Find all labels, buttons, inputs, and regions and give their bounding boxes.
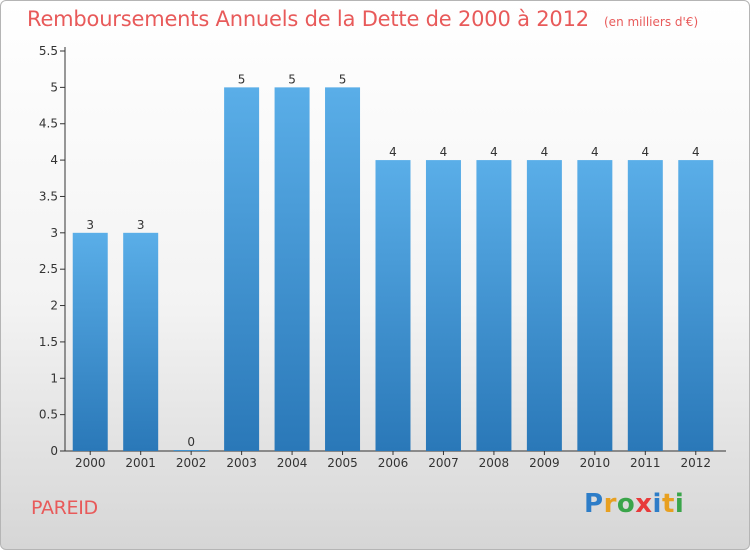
bar-2003[interactable]	[224, 87, 260, 451]
bar-2004[interactable]	[274, 87, 310, 451]
bar-2012[interactable]	[678, 160, 714, 451]
bar-2005[interactable]	[325, 87, 361, 451]
bar-value-label: 0	[187, 435, 195, 449]
y-axis: 0 0.5 1 1.5 2 2.5 3 3.5 4 4.5 5 5.5	[39, 44, 66, 458]
bar-2000[interactable]	[72, 232, 108, 451]
bar-2011[interactable]	[627, 160, 663, 451]
bar-2001[interactable]	[123, 232, 159, 451]
bar-value-label: 4	[440, 145, 448, 159]
y-tick-label: 3	[50, 226, 58, 240]
bar-value-label: 4	[641, 145, 649, 159]
bar-2009[interactable]	[526, 160, 562, 451]
logo-letter: i	[652, 489, 662, 519]
y-tick-label: 2	[50, 299, 58, 313]
x-tick-label: 2005	[327, 456, 358, 470]
bar-value-label: 4	[692, 145, 700, 159]
bar-2007[interactable]	[425, 160, 461, 451]
x-tick-label: 2004	[277, 456, 308, 470]
x-tick-label: 2012	[680, 456, 711, 470]
logo-letter: P	[584, 489, 604, 519]
y-tick-label: 4	[50, 153, 58, 167]
y-tick-label: 0.5	[39, 408, 58, 422]
bar-2002[interactable]	[173, 450, 209, 451]
title-row: Remboursements Annuels de la Dette de 20…	[27, 7, 698, 31]
logo-letter: i	[674, 489, 685, 519]
x-tick-label: 2002	[176, 456, 207, 470]
logo-letter: r	[603, 489, 617, 519]
y-tick-label: 1	[50, 371, 58, 385]
logo-letter: o	[616, 489, 636, 519]
bar-2006[interactable]	[375, 160, 411, 451]
y-tick-label: 0	[50, 444, 58, 458]
bars	[72, 87, 714, 451]
x-tick-label: 2010	[580, 456, 611, 470]
bar-value-label: 4	[591, 145, 599, 159]
y-tick-label: 1.5	[39, 335, 58, 349]
bar-value-label: 4	[490, 145, 498, 159]
x-tick-label: 2011	[630, 456, 661, 470]
bar-value-labels: 3 3 0 5 5 5 4 4 4 4 4 4 4	[86, 72, 699, 449]
x-tick-label: 2003	[226, 456, 257, 470]
commune-name: PAREID	[31, 497, 98, 519]
bar-value-label: 3	[86, 218, 94, 232]
y-tick-label: 5	[50, 80, 58, 94]
bar-2010[interactable]	[577, 160, 613, 451]
bar-value-label: 4	[389, 145, 397, 159]
y-tick-label: 3.5	[39, 189, 58, 203]
y-tick-label: 5.5	[39, 44, 58, 58]
bar-value-label: 4	[541, 145, 549, 159]
x-tick-label: 2006	[378, 456, 409, 470]
x-tick-label: 2007	[428, 456, 459, 470]
chart-subtitle: (en milliers d'€)	[604, 15, 699, 29]
y-tick-label: 2.5	[39, 262, 58, 276]
x-tick-label: 2000	[75, 456, 106, 470]
proxiti-logo[interactable]: Proxiti	[584, 489, 684, 519]
bar-2008[interactable]	[476, 160, 512, 451]
x-tick-label: 2008	[479, 456, 510, 470]
y-tick-label: 4.5	[39, 117, 58, 131]
bar-value-label: 5	[288, 72, 296, 86]
x-tick-label: 2001	[125, 456, 156, 470]
chart-title: Remboursements Annuels de la Dette de 20…	[27, 7, 589, 31]
bar-value-label: 5	[238, 72, 246, 86]
logo-letter: x	[635, 489, 653, 519]
logo-letter: t	[661, 489, 675, 519]
bar-value-label: 5	[339, 72, 347, 86]
bar-value-label: 3	[137, 218, 145, 232]
x-axis: 2000 2001 2002 2003 2004 2005 2006 2007 2008 2009…	[65, 450, 726, 470]
x-tick-label: 2009	[529, 456, 560, 470]
